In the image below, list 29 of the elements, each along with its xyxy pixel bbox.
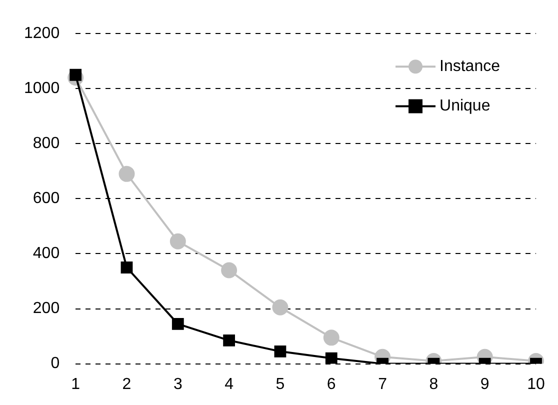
- point: [120, 262, 133, 274]
- point: [118, 166, 135, 182]
- x-tick-label: 8: [429, 376, 438, 393]
- x-tick-label: 2: [122, 376, 132, 393]
- legend-label: Unique: [440, 98, 490, 115]
- point: [323, 330, 340, 346]
- y-tick-label: 0: [50, 355, 60, 372]
- x-tick-label: 3: [173, 376, 182, 393]
- x-tick-label: 9: [480, 376, 490, 393]
- x-tick-label: 6: [326, 376, 336, 393]
- point: [274, 345, 286, 358]
- point: [223, 334, 236, 346]
- x-tick-label: 5: [276, 376, 285, 393]
- y-tick-label: 1000: [24, 80, 60, 98]
- y-tick-label: 600: [32, 190, 60, 208]
- x-tick-label: 1: [71, 376, 80, 393]
- point: [272, 299, 288, 316]
- point: [221, 262, 238, 278]
- y-tick-label: 400: [32, 245, 60, 262]
- x-tick-label: 4: [224, 376, 234, 393]
- y-tick-label: 800: [32, 135, 60, 152]
- x-tick-label: 10: [527, 376, 545, 393]
- legend-label: Instance: [440, 58, 500, 76]
- y-tick-label: 200: [32, 300, 60, 318]
- point: [170, 233, 186, 250]
- point: [325, 352, 338, 364]
- x-tick-label: 7: [378, 376, 388, 393]
- y-tick-label: 1200: [24, 25, 60, 42]
- point: [172, 318, 184, 330]
